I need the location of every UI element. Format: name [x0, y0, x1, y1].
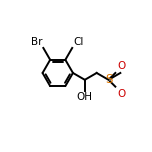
Text: Cl: Cl	[73, 37, 83, 47]
Text: O: O	[117, 89, 126, 99]
Text: Br: Br	[31, 37, 43, 47]
Text: OH: OH	[77, 92, 93, 102]
Text: S: S	[105, 73, 112, 86]
Text: O: O	[117, 61, 126, 71]
